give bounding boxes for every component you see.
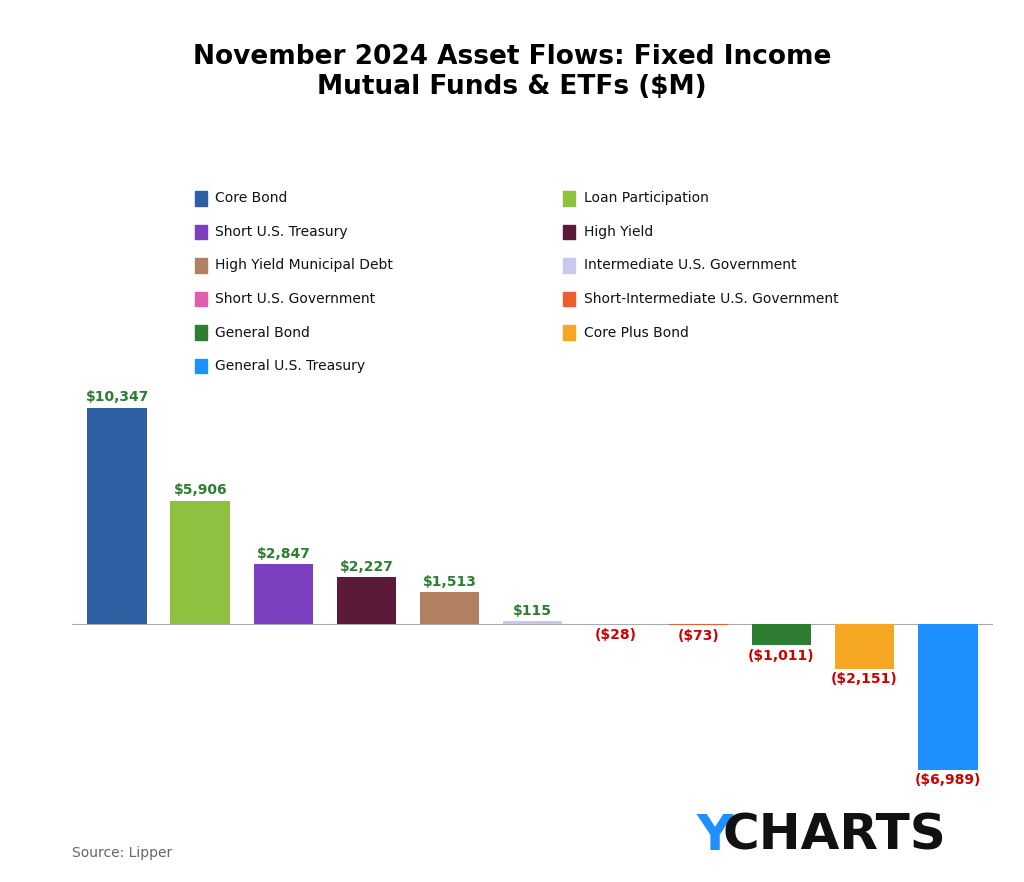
Text: Source: Lipper: Source: Lipper	[72, 846, 172, 860]
Text: Short U.S. Government: Short U.S. Government	[215, 292, 375, 306]
Text: $2,847: $2,847	[256, 547, 310, 561]
Text: $10,347: $10,347	[86, 391, 150, 404]
Bar	[918, 624, 978, 769]
Text: Core Plus Bond: Core Plus Bond	[584, 325, 688, 340]
Text: General U.S. Treasury: General U.S. Treasury	[215, 359, 366, 373]
Bar	[420, 593, 479, 624]
Bar	[87, 408, 147, 624]
Bar	[835, 624, 895, 669]
Text: ($6,989): ($6,989)	[914, 774, 981, 788]
Text: ($28): ($28)	[595, 628, 637, 642]
Bar	[669, 624, 728, 625]
Bar	[503, 622, 562, 624]
Text: ($1,011): ($1,011)	[749, 648, 815, 662]
Text: ($73): ($73)	[678, 629, 720, 643]
Bar	[337, 578, 396, 624]
Bar	[254, 564, 313, 624]
Text: High Yield: High Yield	[584, 225, 653, 239]
Text: ($2,151): ($2,151)	[831, 672, 898, 686]
Text: High Yield Municipal Debt: High Yield Municipal Debt	[215, 258, 393, 273]
Text: Loan Participation: Loan Participation	[584, 191, 709, 206]
Text: November 2024 Asset Flows: Fixed Income
Mutual Funds & ETFs ($M): November 2024 Asset Flows: Fixed Income …	[193, 44, 831, 100]
Text: Intermediate U.S. Government: Intermediate U.S. Government	[584, 258, 797, 273]
Text: CHARTS: CHARTS	[723, 812, 947, 860]
Text: Short U.S. Treasury: Short U.S. Treasury	[215, 225, 348, 239]
Text: $5,906: $5,906	[173, 483, 227, 497]
Bar	[170, 501, 230, 624]
Text: Y: Y	[696, 812, 732, 860]
Text: $2,227: $2,227	[340, 560, 393, 573]
Text: $115: $115	[513, 603, 552, 617]
Text: Core Bond: Core Bond	[215, 191, 288, 206]
Text: Short-Intermediate U.S. Government: Short-Intermediate U.S. Government	[584, 292, 839, 306]
Text: General Bond: General Bond	[215, 325, 310, 340]
Bar	[752, 624, 811, 645]
Text: $1,513: $1,513	[423, 574, 476, 588]
